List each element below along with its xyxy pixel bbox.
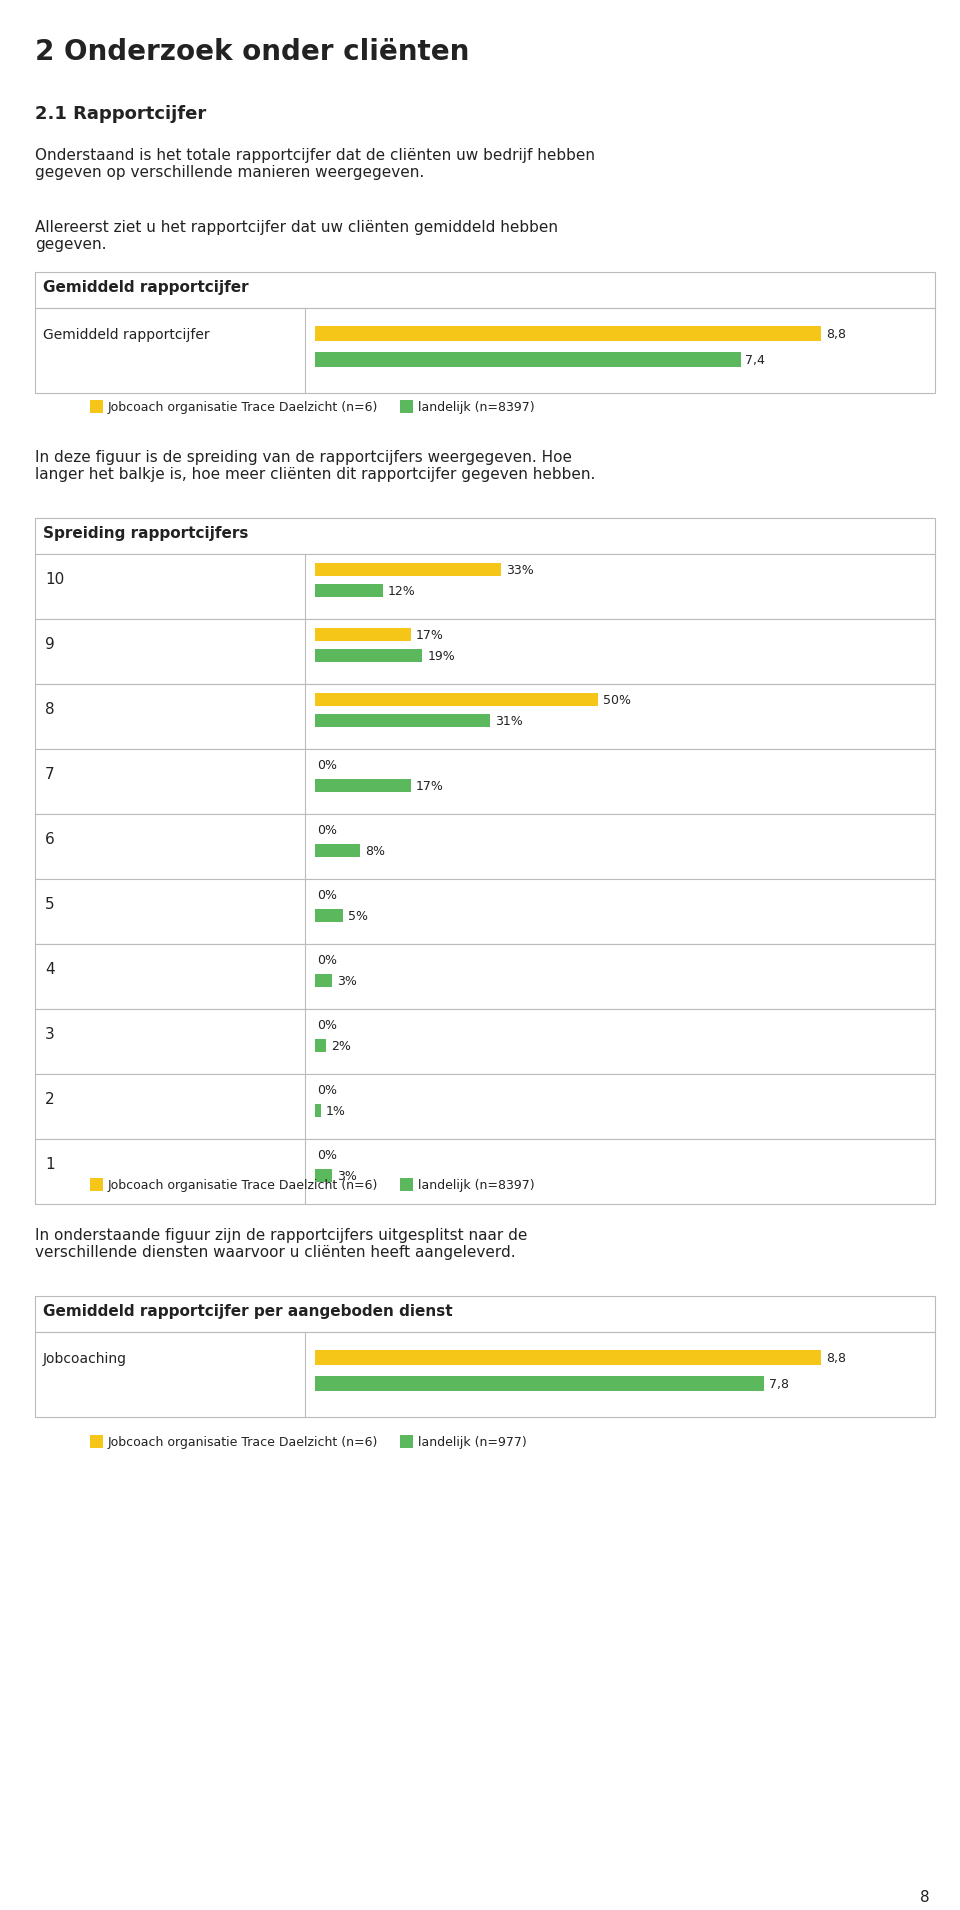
Text: Spreiding rapportcijfers: Spreiding rapportcijfers <box>43 525 249 541</box>
Bar <box>35 879 935 944</box>
Bar <box>35 1073 935 1138</box>
Text: 1%: 1% <box>325 1106 346 1117</box>
Text: Jobcoach organisatie Trace Daelzicht (n=6): Jobcoach organisatie Trace Daelzicht (n=… <box>108 1436 378 1450</box>
Text: 31%: 31% <box>495 714 523 728</box>
Text: 3: 3 <box>45 1028 55 1043</box>
Bar <box>315 1169 332 1182</box>
Text: 0%: 0% <box>317 1150 337 1161</box>
Text: 3%: 3% <box>337 974 357 987</box>
Text: 5%: 5% <box>348 909 369 923</box>
Text: 10: 10 <box>45 571 64 586</box>
Text: 5: 5 <box>45 898 55 911</box>
Bar <box>35 814 935 879</box>
Text: 33%: 33% <box>507 563 534 577</box>
Text: 2 Onderzoek onder cliënten: 2 Onderzoek onder cliënten <box>35 38 469 67</box>
Bar <box>35 1297 935 1331</box>
Text: Jobcoaching: Jobcoaching <box>43 1352 127 1366</box>
Text: 0%: 0% <box>317 758 337 772</box>
Text: 8,8: 8,8 <box>826 329 846 342</box>
Bar <box>315 693 597 707</box>
Bar <box>90 1434 103 1448</box>
Text: 7: 7 <box>45 768 55 781</box>
Bar <box>315 584 383 598</box>
Text: 19%: 19% <box>427 649 455 663</box>
Text: 2%: 2% <box>331 1041 351 1052</box>
Bar <box>35 1138 935 1203</box>
Bar <box>315 844 360 858</box>
Bar <box>400 399 413 413</box>
Bar <box>35 271 935 308</box>
Bar <box>315 974 332 987</box>
Text: 17%: 17% <box>416 628 444 642</box>
Text: 0%: 0% <box>317 953 337 966</box>
Text: Gemiddeld rapportcijfer: Gemiddeld rapportcijfer <box>43 329 209 342</box>
Bar <box>35 518 935 554</box>
Text: 2.1 Rapportcijfer: 2.1 Rapportcijfer <box>35 105 206 122</box>
Text: 7,4: 7,4 <box>746 353 765 367</box>
Text: 17%: 17% <box>416 779 444 793</box>
Text: 4: 4 <box>45 963 55 978</box>
Text: Allereerst ziet u het rapportcijfer dat uw cliënten gemiddeld hebben
gegeven.: Allereerst ziet u het rapportcijfer dat … <box>35 220 558 252</box>
Text: In deze figuur is de spreiding van de rapportcijfers weergegeven. Hoe
langer het: In deze figuur is de spreiding van de ra… <box>35 451 595 483</box>
Text: 3%: 3% <box>337 1171 357 1182</box>
Bar <box>400 1178 413 1192</box>
Text: In onderstaande figuur zijn de rapportcijfers uitgesplitst naar de
verschillende: In onderstaande figuur zijn de rapportci… <box>35 1228 527 1261</box>
Bar <box>400 1434 413 1448</box>
Bar <box>315 1375 763 1390</box>
Bar <box>35 1331 935 1417</box>
Bar <box>35 619 935 684</box>
Text: 0%: 0% <box>317 823 337 837</box>
Text: 8: 8 <box>921 1891 930 1904</box>
Text: Onderstaand is het totale rapportcijfer dat de cliënten uw bedrijf hebben
gegeve: Onderstaand is het totale rapportcijfer … <box>35 147 595 180</box>
Text: 0%: 0% <box>317 1020 337 1031</box>
Text: 1: 1 <box>45 1157 55 1173</box>
Bar <box>315 563 501 577</box>
Bar <box>315 779 411 793</box>
Bar <box>315 1104 321 1117</box>
Text: 0%: 0% <box>317 888 337 902</box>
Text: 8: 8 <box>45 703 55 716</box>
Text: landelijk (n=977): landelijk (n=977) <box>418 1436 527 1450</box>
Bar <box>90 1178 103 1192</box>
Bar <box>35 554 935 619</box>
Text: 6: 6 <box>45 833 55 846</box>
Text: 8,8: 8,8 <box>826 1352 846 1366</box>
Text: 2: 2 <box>45 1093 55 1108</box>
Bar <box>315 327 821 342</box>
Bar <box>315 649 422 663</box>
Text: Jobcoach organisatie Trace Daelzicht (n=6): Jobcoach organisatie Trace Daelzicht (n=… <box>108 1178 378 1192</box>
Bar <box>315 351 740 367</box>
Text: 50%: 50% <box>603 693 631 707</box>
Bar <box>315 909 344 923</box>
Text: landelijk (n=8397): landelijk (n=8397) <box>418 1178 535 1192</box>
Text: 0%: 0% <box>317 1085 337 1096</box>
Bar <box>35 308 935 393</box>
Bar <box>35 749 935 814</box>
Bar <box>35 944 935 1008</box>
Bar <box>90 399 103 413</box>
Bar <box>315 1350 821 1366</box>
Text: 8%: 8% <box>365 844 385 858</box>
Bar <box>35 1008 935 1073</box>
Text: 12%: 12% <box>388 584 416 598</box>
Bar <box>35 684 935 749</box>
Bar <box>315 1039 326 1052</box>
Bar <box>315 628 411 642</box>
Text: 7,8: 7,8 <box>769 1377 788 1390</box>
Bar <box>315 714 491 728</box>
Text: Gemiddeld rapportcijfer: Gemiddeld rapportcijfer <box>43 281 249 294</box>
Text: landelijk (n=8397): landelijk (n=8397) <box>418 401 535 414</box>
Text: 9: 9 <box>45 638 55 651</box>
Text: Gemiddeld rapportcijfer per aangeboden dienst: Gemiddeld rapportcijfer per aangeboden d… <box>43 1305 452 1320</box>
Text: Jobcoach organisatie Trace Daelzicht (n=6): Jobcoach organisatie Trace Daelzicht (n=… <box>108 401 378 414</box>
